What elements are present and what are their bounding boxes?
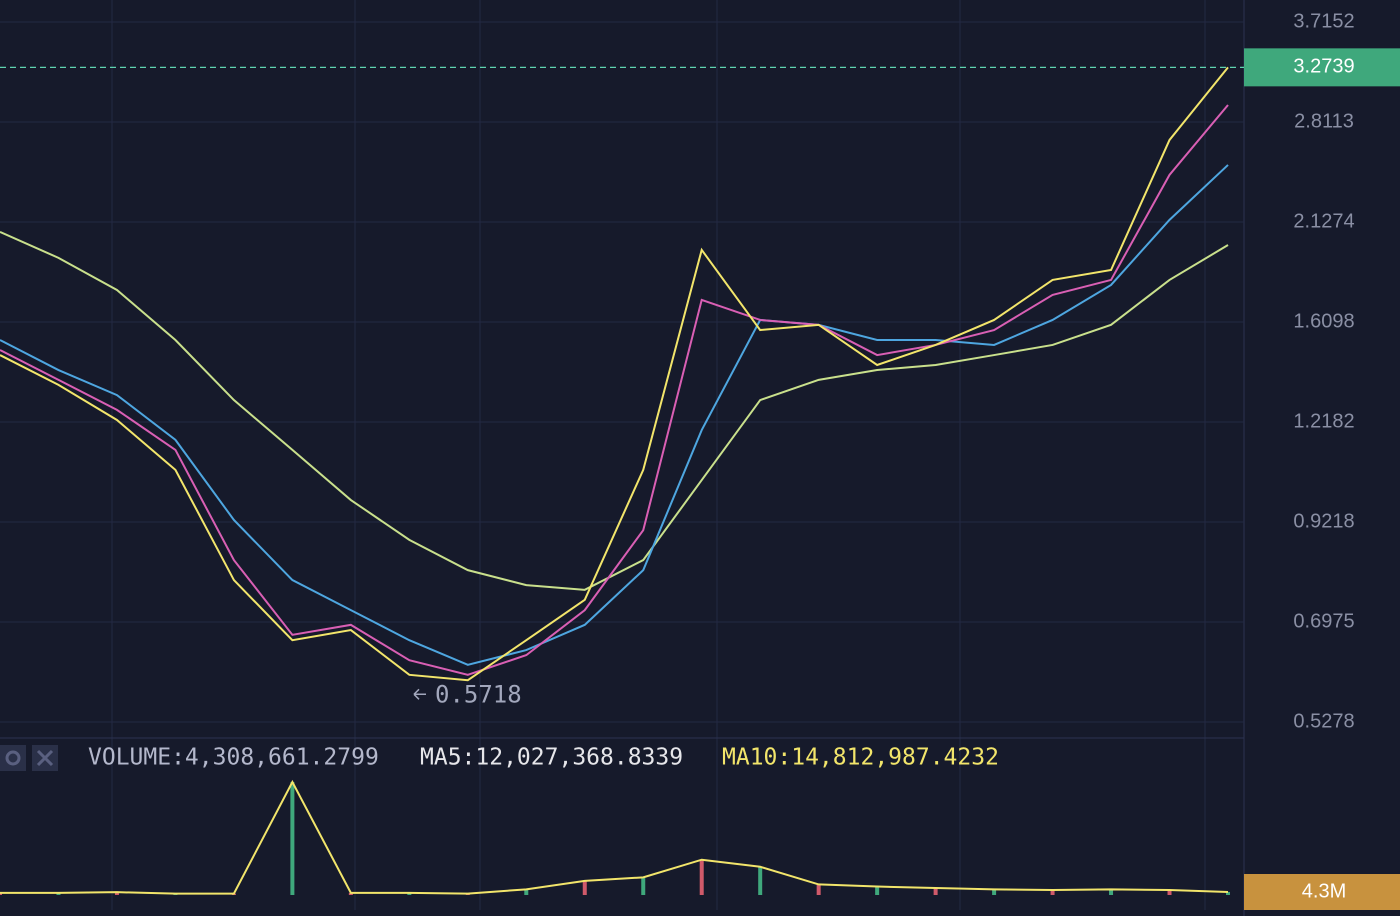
y-tick-label: 3.7152: [1293, 10, 1354, 32]
volume-tag-label: 4.3M: [1302, 880, 1346, 902]
volume-bar: [875, 886, 880, 895]
volume-text: VOLUME:4,308,661.2799: [88, 745, 379, 771]
price-line: [0, 231, 1229, 591]
last-price-label: 3.2739: [1293, 56, 1354, 78]
volume-bar: [1167, 890, 1172, 895]
volume-bar: [348, 892, 353, 895]
ma10-text: MA10:14,812,987.4232: [722, 745, 999, 771]
volume-bar: [641, 877, 646, 895]
volume-bar: [0, 892, 2, 895]
y-tick-label: 0.9218: [1293, 510, 1354, 532]
price-line: [0, 104, 1229, 676]
last-price-tag: [1244, 48, 1400, 87]
volume-line: [0, 779, 1229, 895]
volume-bar: [816, 884, 821, 895]
ma5-text: MA5:12,027,368.8339: [420, 745, 683, 771]
y-tick-label: 2.1274: [1293, 210, 1354, 232]
vertical-grid: [111, 0, 1206, 910]
volume-bar: [1109, 889, 1114, 895]
price-line: [0, 164, 1229, 666]
y-tick-label: 1.2182: [1293, 410, 1354, 432]
gear: [5, 750, 21, 766]
y-tick-label: 1.6098: [1293, 310, 1354, 332]
volume-bar: [407, 892, 412, 895]
low-arrow: [413, 688, 426, 700]
price-line: [0, 66, 1229, 682]
volume-bar: [56, 892, 61, 895]
volume-tag: [1244, 874, 1400, 910]
y-tick-label: 0.5278: [1293, 710, 1354, 732]
volume-bar: [290, 782, 295, 895]
volume-bar: [992, 889, 997, 895]
y-tick-label: 0.6975: [1293, 610, 1354, 632]
close-cross: [36, 749, 54, 767]
volume-bar: [1226, 891, 1230, 895]
volume-bar: [758, 866, 763, 895]
y-tick-label: 2.8113: [1294, 110, 1354, 132]
volume-bar: [933, 887, 938, 895]
volume-bar: [1050, 890, 1055, 895]
volume-bar: [524, 889, 529, 895]
volume-bar: [114, 892, 119, 895]
low-label: 0.5718: [435, 680, 522, 708]
volume-bar: [699, 859, 704, 895]
volume-bar: [582, 880, 587, 895]
settings-icon[interactable]: [0, 745, 26, 771]
